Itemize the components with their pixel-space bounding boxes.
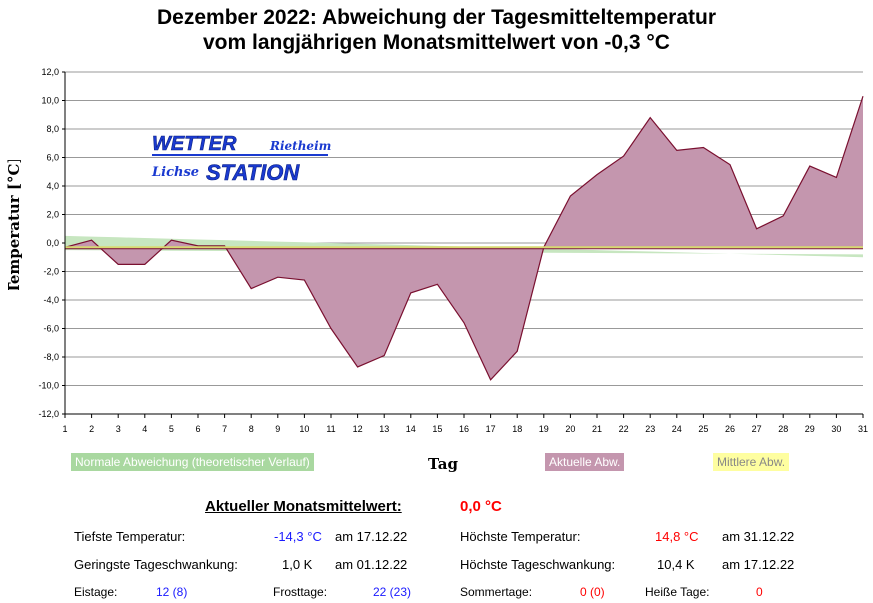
max-temp-date: am 31.12.22 (722, 529, 795, 544)
y-tick-label: -6,0 (43, 324, 59, 334)
ice-days-label: Eistage: (74, 585, 118, 599)
y-tick-label: 0,0 (46, 238, 59, 248)
y-tick-label: 8,0 (46, 124, 59, 134)
y-tick-label: 10,0 (41, 96, 59, 106)
x-tick-label: 20 (565, 424, 575, 434)
x-tick-label: 18 (512, 424, 522, 434)
x-tick-label: 30 (831, 424, 841, 434)
x-tick-label: 7 (222, 424, 227, 434)
svg-text:Lichse: Lichse (151, 165, 199, 180)
y-tick-label: 6,0 (46, 153, 59, 163)
max-range-value: 10,4 K (657, 557, 695, 572)
y-axis-label: Temperatur [°C] (5, 160, 23, 290)
y-tick-labels: 12,0 10,0 8,0 6,0 4,0 2,0 0,0 -2,0 -4,0 -6,0 -8,0 -… (38, 67, 59, 419)
x-tick-label: 17 (486, 424, 496, 434)
min-temp-date: am 17.12.22 (335, 529, 408, 544)
y-tick-label: -4,0 (43, 295, 59, 305)
mean-deviation-line (65, 246, 863, 250)
axes (62, 71, 864, 418)
y-tick-label: -8,0 (43, 352, 59, 362)
y-tick-label: 12,0 (41, 67, 59, 77)
y-tick-label: 4,0 (46, 181, 59, 191)
x-tick-label: 19 (539, 424, 549, 434)
x-tick-label: 21 (592, 424, 602, 434)
x-tick-label: 29 (805, 424, 815, 434)
min-range-date: am 01.12.22 (335, 557, 408, 572)
x-tick-label: 28 (778, 424, 788, 434)
svg-text:STATION: STATION (206, 160, 300, 185)
wetterstation-logo: WETTER Rietheim Lichse STATION (151, 133, 331, 186)
x-tick-label: 31 (858, 424, 868, 434)
x-tick-label: 11 (326, 424, 335, 434)
y-tick-label: 2,0 (46, 210, 59, 220)
chart-title-line2: vom langjährigen Monatsmittelwert von -0… (203, 31, 670, 54)
summer-days-value: 0 (0) (580, 585, 605, 599)
svg-text:Temperatur [°C]: Temperatur [°C] (5, 160, 23, 290)
legend-normal: Normale Abweichung (theoretischer Verlau… (71, 453, 314, 471)
min-range-label: Geringste Tageschwankung: (74, 557, 238, 572)
x-tick-label: 3 (116, 424, 121, 434)
svg-text:WETTER: WETTER (152, 133, 237, 155)
x-tick-label: 6 (195, 424, 200, 434)
y-tick-label: -10,0 (38, 381, 59, 391)
legend-mean: Mittlere Abw. (713, 453, 790, 471)
min-temp-value: -14,3 °C (274, 529, 322, 544)
actual-deviation-area (64, 96, 864, 381)
summer-days-label: Sommertage: (460, 585, 533, 599)
x-tick-label: 8 (249, 424, 254, 434)
ice-days-value: 12 (8) (156, 585, 188, 599)
x-axis-label: Tag (428, 455, 458, 473)
monthly-mean-label: Aktueller Monatsmittelwert: (205, 498, 402, 515)
x-tick-label: 1 (62, 424, 67, 434)
x-tick-label: 15 (432, 424, 442, 434)
x-tick-label: 13 (379, 424, 389, 434)
x-tick-label: 12 (353, 424, 363, 434)
x-tick-label: 2 (89, 424, 94, 434)
svg-text:Rietheim: Rietheim (269, 139, 331, 153)
max-range-date: am 17.12.22 (722, 557, 795, 572)
x-tick-label: 24 (672, 424, 682, 434)
monthly-mean-value: 0,0 °C (460, 498, 502, 515)
legend-actual: Aktuelle Abw. (545, 453, 625, 471)
x-tick-label: 23 (645, 424, 655, 434)
actual-area (65, 96, 863, 380)
frost-days-label: Frosttage: (273, 585, 328, 599)
min-range-value: 1,0 K (282, 557, 313, 572)
x-tick-labels: 1 2 3 4 5 6 7 8 9 10 11 12 13 14 15 16 17 18 19 20 21 22 23 24 2… (62, 424, 868, 434)
x-tick-label: 5 (169, 424, 174, 434)
x-tick-label: 10 (299, 424, 309, 434)
x-tick-label: 27 (752, 424, 762, 434)
hot-days-label: Heiße Tage: (645, 585, 710, 599)
x-tick-label: 26 (725, 424, 735, 434)
x-tick-label: 4 (142, 424, 147, 434)
max-range-label: Höchste Tageschwankung: (460, 557, 616, 572)
x-tick-label: 22 (619, 424, 629, 434)
max-temp-label: Höchste Temperatur: (460, 529, 581, 544)
y-tick-label: -12,0 (38, 409, 59, 419)
x-tick-label: 9 (275, 424, 280, 434)
x-tick-label: 16 (459, 424, 469, 434)
hot-days-value: 0 (756, 585, 763, 599)
chart-title-line1: Dezember 2022: Abweichung der Tagesmitte… (157, 6, 716, 29)
y-tick-label: -2,0 (43, 267, 59, 277)
min-temp-label: Tiefste Temperatur: (74, 529, 186, 544)
x-tick-label: 14 (406, 424, 416, 434)
frost-days-value: 22 (23) (373, 585, 412, 599)
x-tick-label: 25 (698, 424, 708, 434)
max-temp-value: 14,8 °C (655, 529, 699, 544)
